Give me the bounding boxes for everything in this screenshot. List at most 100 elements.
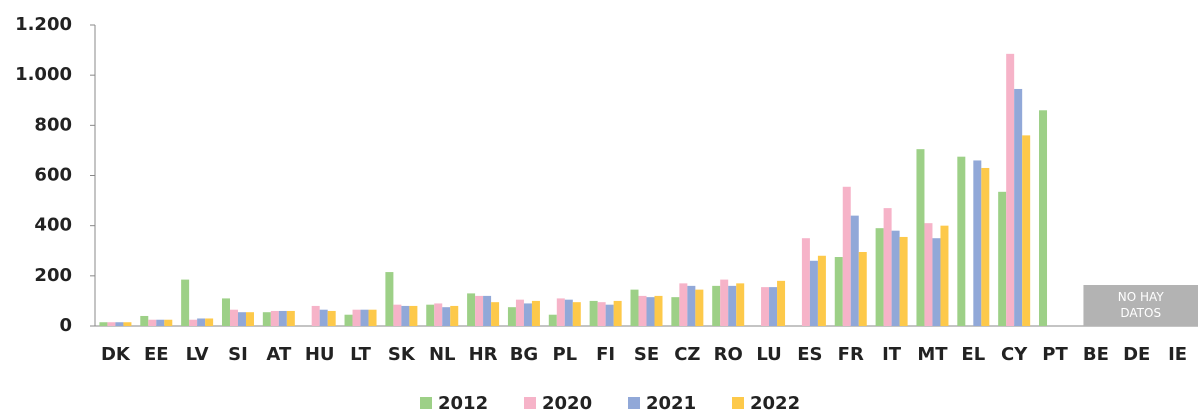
bar [401, 305, 410, 326]
bar [1039, 110, 1048, 327]
bar [687, 285, 696, 326]
bar [164, 319, 173, 326]
bar [237, 312, 246, 326]
bar [523, 303, 532, 326]
x-tick-label: LU [756, 344, 781, 365]
bar [720, 279, 729, 326]
bar [817, 255, 826, 326]
bar [679, 283, 688, 326]
bar [548, 314, 557, 326]
bar [736, 283, 745, 326]
x-tick-label: CZ [674, 344, 700, 365]
bar [891, 230, 900, 326]
bar [115, 322, 124, 326]
x-tick-label: SI [228, 344, 248, 365]
y-tick-label: 400 [34, 215, 72, 236]
bar [924, 223, 933, 326]
bar [442, 307, 451, 326]
x-tick-label: AT [266, 344, 292, 365]
bar [531, 300, 540, 326]
legend-label: 2022 [750, 393, 800, 414]
y-tick-label: 1.000 [15, 64, 72, 85]
bar [809, 260, 818, 326]
bar [834, 257, 843, 326]
y-tick-label: 0 [59, 315, 72, 336]
legend-swatch [420, 397, 432, 409]
bar [221, 298, 230, 326]
bar [981, 167, 990, 326]
x-tick-label: FR [838, 344, 864, 365]
bar [319, 309, 328, 326]
x-tick-label: SK [388, 344, 416, 365]
bar [189, 319, 198, 326]
bar [450, 305, 459, 326]
bar [491, 302, 500, 326]
x-tick-label: LT [350, 344, 371, 365]
bar [123, 322, 132, 326]
x-tick-label: BE [1083, 344, 1109, 365]
bar [940, 225, 949, 326]
x-tick-label: HU [305, 344, 335, 365]
bar [671, 297, 680, 326]
bar [344, 314, 353, 326]
x-tick-label: FI [596, 344, 615, 365]
x-tick-label: HR [469, 344, 498, 365]
bar [483, 295, 492, 326]
bar [801, 238, 810, 326]
x-tick-label: PL [552, 344, 577, 365]
x-tick-label: MT [917, 344, 948, 365]
bar [156, 319, 165, 326]
x-tick-label: BG [510, 344, 539, 365]
bar [630, 289, 639, 326]
x-tick-label: SE [634, 344, 659, 365]
bar [262, 312, 271, 326]
bar [998, 191, 1007, 326]
x-tick-label: DE [1123, 344, 1150, 365]
bar [311, 305, 320, 326]
bar [556, 298, 565, 326]
bar [368, 309, 377, 326]
legend-swatch [524, 397, 536, 409]
y-tick-label: 600 [34, 165, 72, 186]
legend-swatch [628, 397, 640, 409]
bar [613, 300, 622, 326]
bar [769, 287, 778, 326]
bar [916, 149, 925, 326]
bar [409, 305, 418, 326]
bar [475, 295, 484, 326]
x-tick-label: ES [797, 344, 822, 365]
x-tick-label: EE [144, 344, 169, 365]
bar [107, 322, 116, 326]
bar [638, 295, 647, 326]
bar [426, 304, 435, 326]
bar [850, 215, 859, 326]
bar [712, 285, 721, 326]
x-tick-label: EL [961, 344, 985, 365]
bar [654, 295, 663, 326]
bar [932, 238, 941, 326]
legend-label: 2012 [438, 393, 488, 414]
bar [245, 312, 254, 326]
x-tick-label: RO [714, 344, 743, 365]
x-tick-label: IT [882, 344, 902, 365]
bar [327, 310, 336, 326]
bar [761, 287, 770, 326]
bar [564, 299, 573, 326]
x-tick-label: IE [1168, 344, 1187, 365]
bar [728, 285, 737, 326]
bar [197, 318, 206, 326]
bar [352, 309, 361, 326]
bar [1006, 53, 1015, 327]
x-tick-label: LV [186, 344, 209, 365]
bar [605, 304, 614, 326]
bar [899, 236, 908, 326]
bar [957, 156, 966, 326]
bar [589, 300, 598, 326]
bar [597, 302, 606, 326]
bar [385, 272, 394, 326]
y-tick-label: 800 [34, 114, 72, 135]
bar [973, 160, 982, 326]
y-tick-label: 200 [34, 265, 72, 286]
bar [393, 304, 402, 326]
